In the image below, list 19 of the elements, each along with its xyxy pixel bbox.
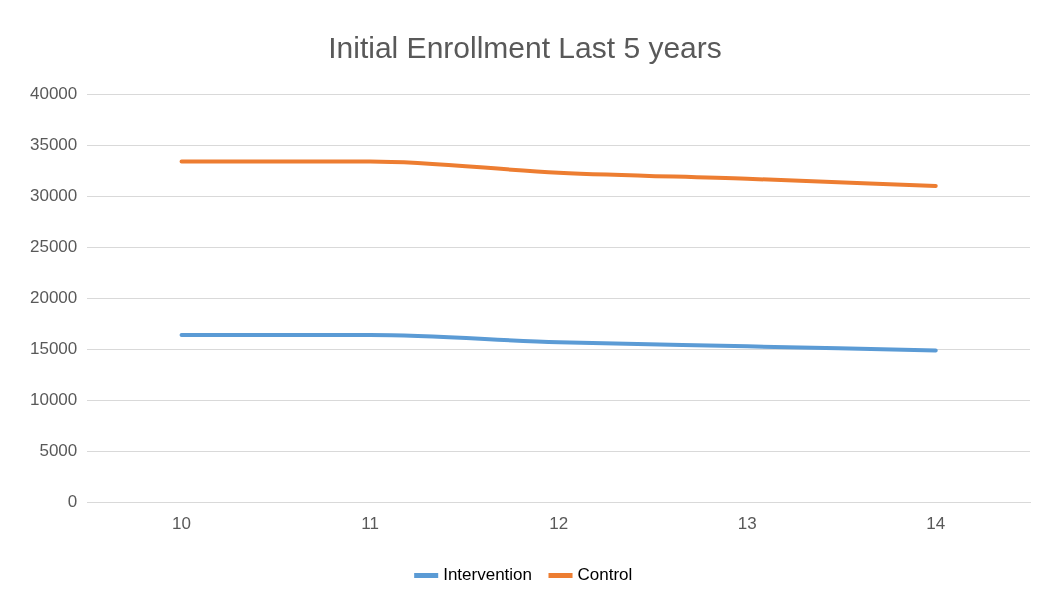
y-tick-label: 25000 <box>29 236 78 256</box>
y-tick-label: 0 <box>67 492 78 512</box>
legend-label: Control <box>577 565 633 585</box>
x-tick-label: 12 <box>549 514 569 534</box>
x-tick-label: 14 <box>926 514 946 534</box>
y-tick-label: 30000 <box>29 185 78 205</box>
y-tick-label: 5000 <box>39 441 78 461</box>
y-tick-label: 15000 <box>29 339 78 359</box>
y-tick-label: 10000 <box>29 390 78 410</box>
line-series <box>179 333 938 353</box>
x-tick-label: 13 <box>737 514 757 534</box>
chart-title: Initial Enrollment Last 5 years <box>328 31 722 65</box>
legend-label: Intervention <box>443 565 533 585</box>
line-series <box>179 159 938 188</box>
y-tick-label: 35000 <box>29 134 78 154</box>
y-tick-label: 40000 <box>29 83 78 103</box>
x-tick-label: 11 <box>361 514 379 534</box>
y-tick-label: 20000 <box>29 287 78 307</box>
x-tick-label: 10 <box>172 514 192 534</box>
